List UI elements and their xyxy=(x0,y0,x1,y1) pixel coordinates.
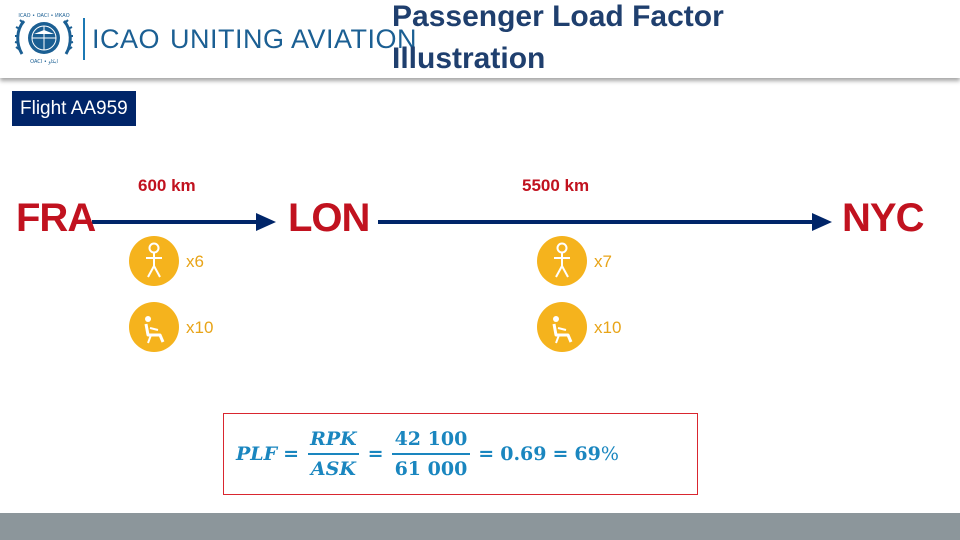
formula-equals: = xyxy=(367,443,384,465)
leg-2-passenger-count: x7 xyxy=(594,252,612,271)
slide-title: Passenger Load Factor Illustration xyxy=(392,0,724,75)
flight-label: Flight AA959 xyxy=(12,91,136,126)
leg-2-seat-count: x10 xyxy=(594,318,622,337)
city-origin: FRA xyxy=(16,196,96,240)
formula-denominator-ask: ASK xyxy=(307,453,359,480)
formula-fraction-values: 42 100 61 000 xyxy=(391,428,471,480)
svg-text:OACI • ايكاو: OACI • ايكاو xyxy=(30,59,58,65)
leg-1-passenger-count: x6 xyxy=(186,252,204,271)
city-destination: NYC xyxy=(842,196,924,240)
formula-denominator-value: 61 000 xyxy=(391,453,471,480)
formula-box: PLF = RPK ASK = 42 100 61 000 = 0.69 = 6… xyxy=(223,413,698,495)
plf-formula: PLF = RPK ASK = 42 100 61 000 = 0.69 = 6… xyxy=(236,414,619,494)
logo-divider xyxy=(83,18,85,60)
city-stopover: LON xyxy=(288,196,370,240)
footer-bar xyxy=(0,513,960,540)
formula-percent-value: 69 xyxy=(574,443,601,465)
leg-2-distance: 5500 km xyxy=(522,176,590,195)
person-icon xyxy=(537,236,587,286)
formula-equals: = xyxy=(283,443,300,465)
seat-icon xyxy=(129,302,179,352)
seat-icon xyxy=(537,302,587,352)
header-bar: ICAO • OACI • ИКАО OACI • ايكاو ICAO UNI… xyxy=(0,0,960,78)
formula-numerator-rpk: RPK xyxy=(310,428,357,450)
icao-emblem-icon: ICAO • OACI • ИКАО OACI • ايكاو xyxy=(14,10,74,66)
formula-equals: = xyxy=(552,443,569,465)
formula-fraction-terms: RPK ASK xyxy=(307,428,360,480)
leg-2-arrowhead xyxy=(812,213,832,231)
formula-decimal: 0.69 xyxy=(500,443,547,465)
person-icon xyxy=(129,236,179,286)
org-name: ICAO xyxy=(92,24,161,54)
formula-equals: = xyxy=(478,443,495,465)
formula-percent-sign: % xyxy=(600,443,619,465)
leg-1-seat-count: x10 xyxy=(186,318,214,337)
leg-1-arrowhead xyxy=(256,213,276,231)
slogan: UNITING AVIATION xyxy=(170,24,418,54)
svg-text:ICAO • OACI • ИКАО: ICAO • OACI • ИКАО xyxy=(18,13,69,19)
leg-1-distance: 600 km xyxy=(138,176,196,195)
formula-lhs: PLF xyxy=(236,443,278,465)
formula-numerator-value: 42 100 xyxy=(394,428,468,450)
